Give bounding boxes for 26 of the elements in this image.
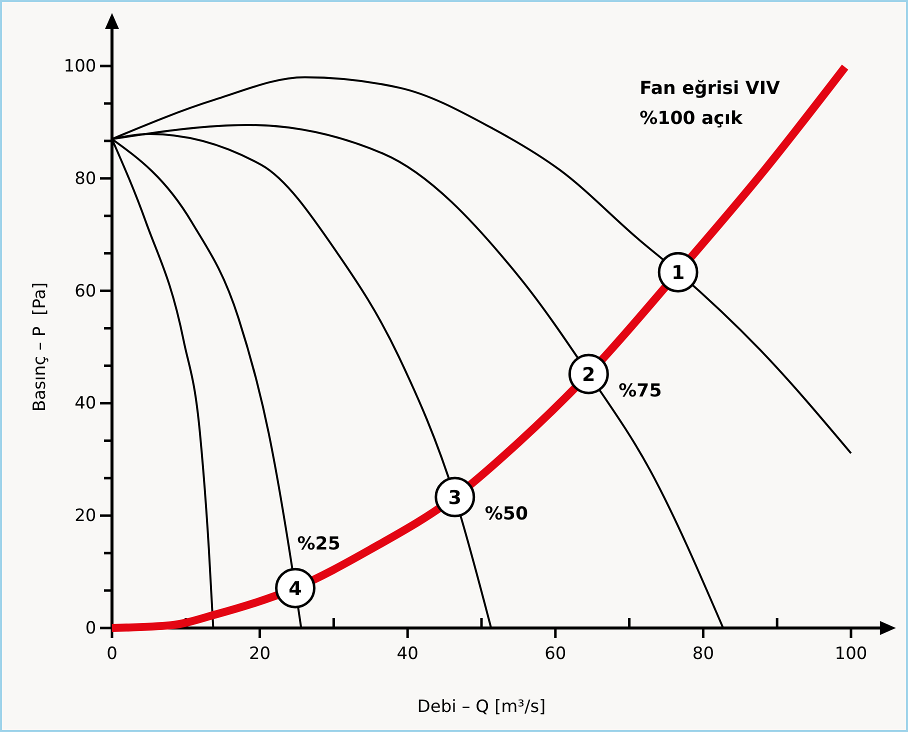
y-tick-label: 40	[74, 394, 96, 414]
y-axis-title: Basınç – P [Pa]	[30, 282, 50, 412]
y-tick-label: 20	[74, 506, 96, 526]
annotation: 2	[582, 364, 596, 386]
y-tick-label: 0	[85, 618, 96, 638]
x-tick-label: 40	[396, 644, 418, 664]
point	[658, 252, 698, 293]
series-label: %50	[484, 503, 528, 524]
point	[434, 476, 476, 518]
y-tick-label: 60	[74, 281, 96, 302]
annotation: Fan eğrisi VIV %100 açık	[640, 78, 780, 129]
x-tick-label: 20	[248, 644, 271, 664]
series-label: %75	[618, 380, 662, 402]
point	[275, 568, 316, 608]
point	[568, 354, 609, 394]
x-tick-label: 0	[106, 644, 118, 664]
annotation: 1	[671, 262, 685, 284]
x-tick-label: 60	[544, 644, 566, 664]
annotation: 4	[288, 578, 302, 600]
annotation: 3	[448, 486, 462, 509]
x-tick-label: 80	[692, 644, 714, 664]
x-tick-label: 100	[834, 644, 868, 664]
series-label: %25	[297, 533, 340, 554]
y-tick-label: 80	[74, 168, 96, 189]
x-axis-title: Debi – Q [m³/s]	[417, 697, 546, 717]
y-tick-label: 100	[64, 56, 96, 76]
